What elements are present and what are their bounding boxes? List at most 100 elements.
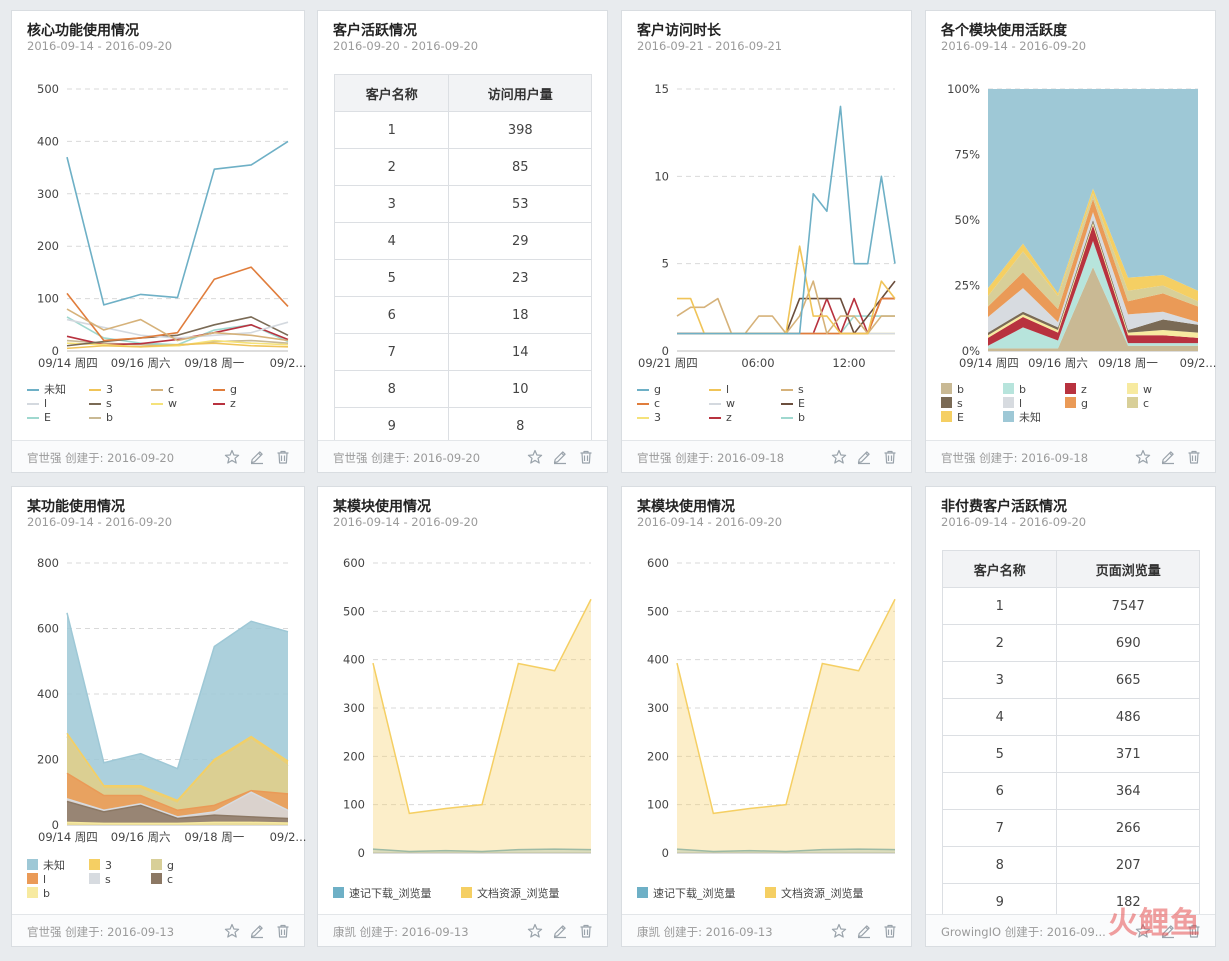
series-area[interactable]	[988, 193, 1198, 310]
edit-icon[interactable]	[1160, 449, 1176, 465]
legend-item[interactable]: g	[151, 859, 174, 873]
series-area[interactable]	[677, 599, 895, 853]
star-icon[interactable]	[527, 923, 543, 939]
legend-item[interactable]: E	[27, 411, 51, 425]
legend-item[interactable]: w	[709, 397, 735, 411]
edit-icon[interactable]	[1160, 923, 1176, 939]
legend-item[interactable]: b	[1003, 383, 1026, 397]
series-area[interactable]	[988, 199, 1198, 323]
trash-icon[interactable]	[1186, 923, 1202, 939]
table-cell: 8	[448, 407, 592, 445]
star-icon[interactable]	[1135, 923, 1151, 939]
column-header[interactable]: 客户名称	[333, 74, 450, 112]
series-line[interactable]	[66, 342, 289, 350]
star-icon[interactable]	[527, 449, 543, 465]
legend-item[interactable]: l	[1003, 397, 1022, 411]
legend-item[interactable]: l	[27, 397, 47, 411]
legend-item[interactable]: 3	[637, 411, 661, 425]
star-icon[interactable]	[1135, 449, 1151, 465]
legend-item[interactable]: c	[151, 873, 173, 887]
series-line[interactable]	[66, 318, 289, 339]
series-area[interactable]	[988, 240, 1198, 349]
trash-icon[interactable]	[275, 923, 291, 939]
column-header[interactable]: 访问用户量	[448, 74, 592, 112]
legend-item[interactable]: E	[941, 411, 964, 425]
series-line[interactable]	[677, 105, 896, 335]
trash-icon[interactable]	[578, 923, 594, 939]
legend-item[interactable]: 未知	[27, 383, 66, 397]
series-line[interactable]	[66, 140, 289, 306]
edit-icon[interactable]	[552, 449, 568, 465]
legend-item[interactable]: l	[709, 383, 729, 397]
series-line[interactable]	[66, 266, 289, 342]
legend-item[interactable]: b	[781, 411, 805, 425]
series-area[interactable]	[988, 188, 1198, 302]
legend-item[interactable]: g	[637, 383, 661, 397]
series-area[interactable]	[988, 212, 1198, 333]
legend-item[interactable]: g	[1065, 397, 1088, 411]
series-line[interactable]	[66, 339, 289, 348]
legend-item[interactable]: 速记下载_浏览量	[637, 887, 736, 901]
legend-item[interactable]: g	[213, 383, 237, 397]
legend-item[interactable]: s	[89, 873, 111, 887]
series-area[interactable]	[988, 220, 1198, 336]
x-tick-label: 09/18 周一	[1098, 356, 1158, 370]
series-area[interactable]	[988, 225, 1198, 346]
series-area[interactable]	[988, 267, 1198, 351]
legend-item[interactable]: 速记下载_浏览量	[333, 887, 432, 901]
legend-item[interactable]: s	[941, 397, 963, 411]
column-header[interactable]: 客户名称	[941, 550, 1058, 588]
edit-icon[interactable]	[856, 923, 872, 939]
edit-icon[interactable]	[249, 923, 265, 939]
series-area[interactable]	[988, 89, 1198, 294]
legend-item[interactable]: c	[151, 383, 174, 397]
star-icon[interactable]	[831, 449, 847, 465]
area-chart: 0 200 400 600 800 09/14 周四 09/16 周六 09/18 周一 09/…	[37, 556, 306, 844]
series-line[interactable]	[66, 316, 289, 347]
legend-item[interactable]: 3	[89, 859, 112, 873]
trash-icon[interactable]	[882, 449, 898, 465]
legend-item[interactable]: s	[89, 397, 112, 411]
y-tick-label: 500	[37, 82, 59, 96]
edit-icon[interactable]	[249, 449, 265, 465]
column-header[interactable]: 页面浏览量	[1056, 550, 1200, 588]
star-icon[interactable]	[831, 923, 847, 939]
series-area[interactable]	[67, 801, 288, 825]
legend-item[interactable]: s	[781, 383, 804, 397]
legend-label: s	[798, 383, 804, 396]
legend-item[interactable]: 文档资源_浏览量	[461, 887, 560, 901]
table-row: 3 665	[941, 661, 1200, 699]
trash-icon[interactable]	[578, 449, 594, 465]
series-area[interactable]	[373, 599, 591, 853]
table-cell: 7	[333, 333, 450, 371]
legend-item[interactable]: w	[1127, 383, 1152, 397]
series-line[interactable]	[66, 308, 289, 342]
legend-item[interactable]: z	[1065, 383, 1087, 397]
trash-icon[interactable]	[1186, 449, 1202, 465]
legend-item[interactable]: 未知	[1003, 411, 1041, 425]
trash-icon[interactable]	[882, 923, 898, 939]
trash-icon[interactable]	[275, 449, 291, 465]
legend-item[interactable]: E	[781, 397, 805, 411]
legend-item[interactable]: c	[637, 397, 660, 411]
legend-label: b	[106, 411, 113, 424]
legend-item[interactable]: z	[213, 397, 236, 411]
legend-item[interactable]: 文档资源_浏览量	[765, 887, 864, 901]
legend-swatch	[213, 403, 225, 405]
legend-item[interactable]: b	[941, 383, 964, 397]
legend-item[interactable]: b	[27, 887, 50, 901]
legend-item[interactable]: b	[89, 411, 113, 425]
legend-item[interactable]: 3	[89, 383, 113, 397]
card-title: 客户活跃情况	[333, 23, 417, 39]
legend-swatch	[709, 417, 721, 419]
edit-icon[interactable]	[856, 449, 872, 465]
star-icon[interactable]	[224, 923, 240, 939]
legend-item[interactable]: z	[709, 411, 732, 425]
legend-item[interactable]: 未知	[27, 859, 65, 873]
legend-item[interactable]: w	[151, 397, 177, 411]
star-icon[interactable]	[224, 449, 240, 465]
legend-item[interactable]: l	[27, 873, 46, 887]
edit-icon[interactable]	[552, 923, 568, 939]
legend-item[interactable]: c	[1127, 397, 1149, 411]
series-line[interactable]	[676, 280, 895, 335]
